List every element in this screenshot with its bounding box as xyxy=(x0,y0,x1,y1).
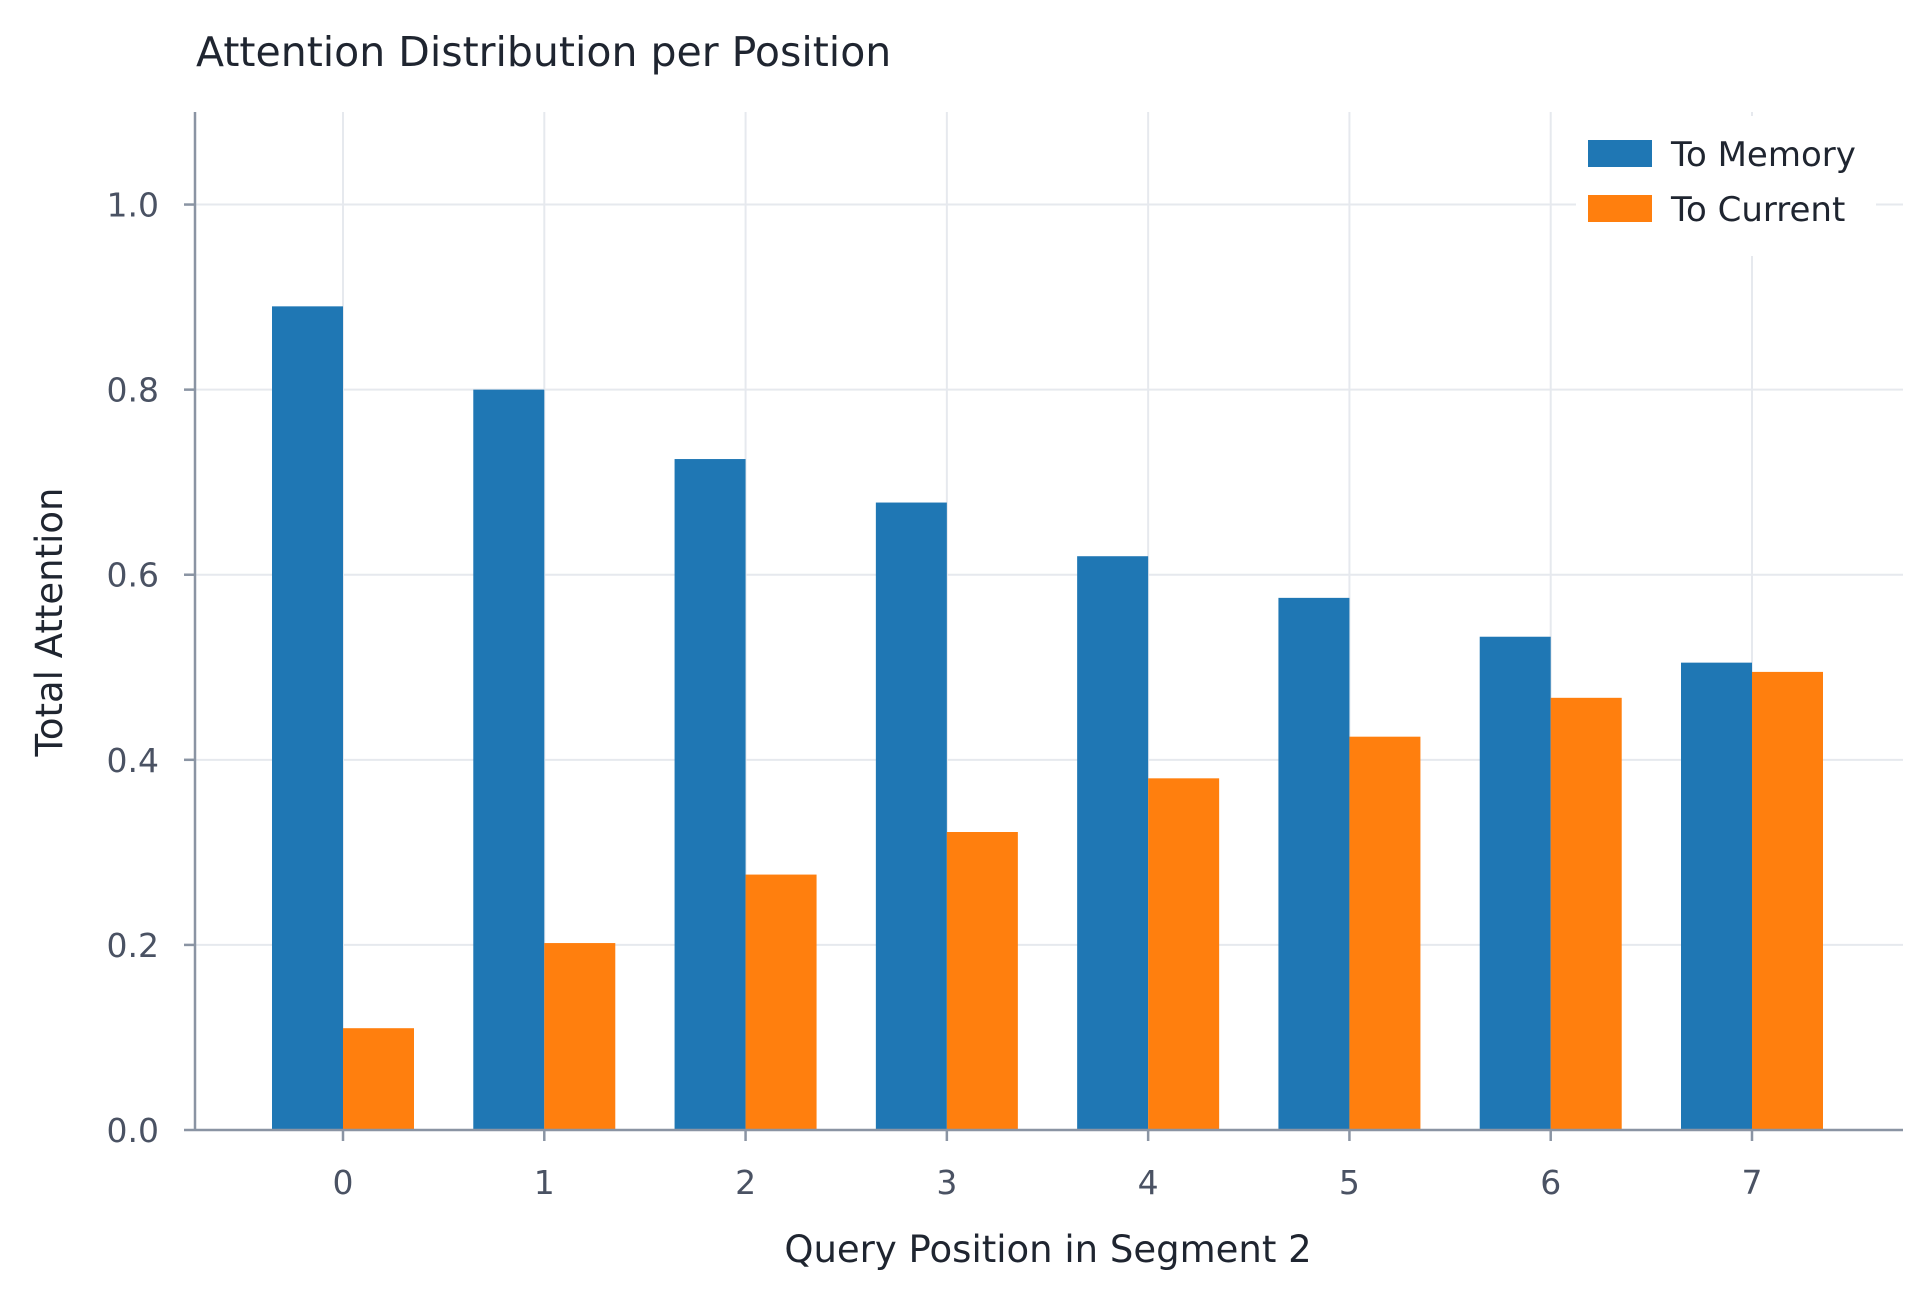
bar-to-current-5 xyxy=(1349,736,1421,1130)
legend-label: To Memory xyxy=(1670,135,1856,175)
bar-to-memory-7 xyxy=(1681,662,1752,1130)
y-tick-label: 1.0 xyxy=(107,186,159,225)
legend: To Memory To Current xyxy=(1576,116,1876,256)
legend-swatch-to-current xyxy=(1588,195,1652,222)
legend-label: To Current xyxy=(1670,190,1845,230)
y-axis-label: Total Attention xyxy=(28,488,71,758)
y-tick-label: 0.2 xyxy=(107,926,159,965)
legend-swatch-to-memory xyxy=(1588,140,1652,167)
axes xyxy=(193,112,1903,1132)
x-axis-label: Query Position in Segment 2 xyxy=(784,1228,1311,1271)
bar-to-memory-4 xyxy=(1077,556,1149,1130)
bar-to-current-1 xyxy=(544,943,616,1130)
x-tick-label: 2 xyxy=(735,1163,756,1202)
x-tick-label: 4 xyxy=(1138,1163,1159,1202)
x-tick-label: 6 xyxy=(1540,1163,1561,1202)
bar-to-current-2 xyxy=(745,874,817,1130)
bars xyxy=(272,306,1823,1131)
y-tick-label: 0.0 xyxy=(107,1111,159,1150)
grid xyxy=(195,112,1903,1131)
bar-to-current-4 xyxy=(1148,778,1220,1130)
y-tick-label: 0.8 xyxy=(107,371,159,410)
bar-to-memory-1 xyxy=(473,389,545,1130)
bar-to-current-3 xyxy=(946,832,1018,1130)
bar-to-memory-5 xyxy=(1278,597,1350,1130)
bar-to-current-6 xyxy=(1550,697,1622,1130)
x-tick-label: 7 xyxy=(1742,1163,1763,1202)
chart-title: Attention Distribution per Position xyxy=(196,28,891,76)
y-tick-label: 0.6 xyxy=(107,556,159,595)
x-tick-label: 0 xyxy=(333,1163,354,1202)
x-tick-label: 5 xyxy=(1339,1163,1360,1202)
bar-to-memory-3 xyxy=(875,502,947,1130)
bar-to-current-0 xyxy=(343,1028,414,1130)
bar-to-memory-2 xyxy=(674,459,746,1131)
y-tick-label: 0.4 xyxy=(107,741,159,780)
x-tick-label: 3 xyxy=(936,1163,957,1202)
bar-to-memory-6 xyxy=(1479,636,1551,1130)
ticks: 0.0 0.2 0.4 0.6 0.8 1.0 0 1 2 3 4 5 6 7 xyxy=(107,186,1763,1202)
bar-to-current-7 xyxy=(1752,671,1823,1130)
x-tick-label: 1 xyxy=(534,1163,555,1202)
legend-background xyxy=(1576,116,1876,256)
bar-to-memory-0 xyxy=(272,306,343,1130)
